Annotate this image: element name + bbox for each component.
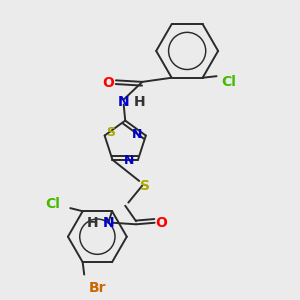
Text: S: S	[140, 178, 150, 193]
Text: O: O	[155, 216, 167, 230]
Text: N: N	[102, 216, 114, 230]
Text: Cl: Cl	[45, 197, 60, 211]
Text: O: O	[102, 76, 114, 90]
Text: H: H	[134, 95, 145, 109]
Text: H: H	[87, 216, 98, 230]
Text: N: N	[124, 154, 134, 167]
Text: N: N	[132, 128, 142, 141]
Text: Br: Br	[88, 281, 106, 295]
Text: S: S	[106, 126, 115, 139]
Text: Cl: Cl	[221, 75, 236, 89]
Text: N: N	[118, 95, 130, 109]
